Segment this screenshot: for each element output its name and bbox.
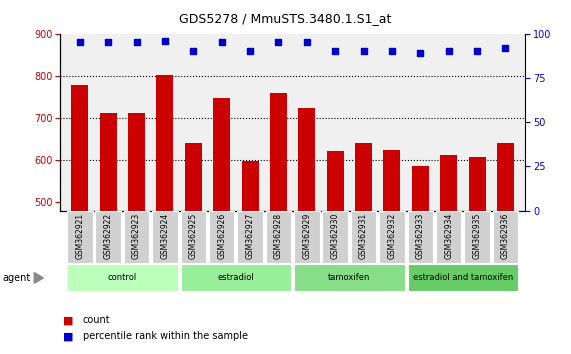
Text: GSM362928: GSM362928 bbox=[274, 213, 283, 259]
Point bbox=[302, 40, 311, 45]
Polygon shape bbox=[34, 273, 43, 283]
Text: GSM362926: GSM362926 bbox=[217, 213, 226, 259]
Bar bbox=[242, 161, 259, 211]
Bar bbox=[156, 74, 174, 211]
FancyBboxPatch shape bbox=[266, 211, 291, 263]
Bar bbox=[412, 166, 429, 211]
Text: GDS5278 / MmuSTS.3480.1.S1_at: GDS5278 / MmuSTS.3480.1.S1_at bbox=[179, 12, 392, 25]
Text: GSM362936: GSM362936 bbox=[501, 213, 510, 259]
Text: agent: agent bbox=[3, 273, 31, 283]
FancyBboxPatch shape bbox=[351, 211, 376, 263]
Bar bbox=[384, 150, 400, 211]
Text: tamoxifen: tamoxifen bbox=[328, 273, 371, 282]
Text: GSM362929: GSM362929 bbox=[302, 213, 311, 259]
Bar bbox=[71, 85, 89, 211]
FancyBboxPatch shape bbox=[408, 211, 433, 263]
Text: GSM362931: GSM362931 bbox=[359, 213, 368, 259]
Bar bbox=[100, 113, 116, 211]
Bar bbox=[327, 151, 344, 211]
Point bbox=[132, 40, 141, 45]
Point bbox=[331, 48, 340, 54]
Bar bbox=[298, 108, 315, 211]
Text: GSM362925: GSM362925 bbox=[189, 213, 198, 259]
Text: estradiol and tamoxifen: estradiol and tamoxifen bbox=[413, 273, 513, 282]
Point bbox=[501, 45, 510, 51]
Text: count: count bbox=[83, 315, 110, 325]
Bar bbox=[128, 113, 145, 211]
FancyBboxPatch shape bbox=[294, 211, 320, 263]
Point bbox=[246, 48, 255, 54]
Text: GSM362927: GSM362927 bbox=[246, 213, 255, 259]
FancyBboxPatch shape bbox=[408, 264, 518, 291]
FancyBboxPatch shape bbox=[67, 211, 93, 263]
Bar bbox=[355, 143, 372, 211]
FancyBboxPatch shape bbox=[238, 211, 263, 263]
Point bbox=[387, 48, 396, 54]
Point bbox=[103, 40, 112, 45]
Point bbox=[75, 40, 85, 45]
Text: GSM362922: GSM362922 bbox=[104, 213, 112, 259]
FancyBboxPatch shape bbox=[294, 264, 405, 291]
Point bbox=[189, 48, 198, 54]
Point bbox=[473, 48, 482, 54]
Text: ■: ■ bbox=[63, 331, 73, 341]
Text: GSM362923: GSM362923 bbox=[132, 213, 141, 259]
Point bbox=[274, 40, 283, 45]
Point bbox=[217, 40, 226, 45]
FancyBboxPatch shape bbox=[152, 211, 178, 263]
Point bbox=[444, 48, 453, 54]
Text: GSM362924: GSM362924 bbox=[160, 213, 170, 259]
Bar bbox=[270, 93, 287, 211]
FancyBboxPatch shape bbox=[379, 211, 405, 263]
FancyBboxPatch shape bbox=[209, 211, 235, 263]
Point bbox=[359, 48, 368, 54]
Bar bbox=[213, 98, 230, 211]
FancyBboxPatch shape bbox=[124, 211, 150, 263]
Text: GSM362921: GSM362921 bbox=[75, 213, 85, 259]
FancyBboxPatch shape bbox=[180, 264, 291, 291]
FancyBboxPatch shape bbox=[95, 211, 121, 263]
Text: ■: ■ bbox=[63, 315, 73, 325]
FancyBboxPatch shape bbox=[323, 211, 348, 263]
Bar bbox=[497, 143, 514, 211]
Text: GSM362932: GSM362932 bbox=[388, 213, 396, 259]
Text: percentile rank within the sample: percentile rank within the sample bbox=[83, 331, 248, 341]
Text: estradiol: estradiol bbox=[218, 273, 254, 282]
Text: GSM362934: GSM362934 bbox=[444, 213, 453, 259]
FancyBboxPatch shape bbox=[464, 211, 490, 263]
Text: control: control bbox=[108, 273, 137, 282]
FancyBboxPatch shape bbox=[180, 211, 206, 263]
FancyBboxPatch shape bbox=[493, 211, 518, 263]
Point bbox=[160, 38, 170, 44]
FancyBboxPatch shape bbox=[436, 211, 461, 263]
Bar bbox=[469, 157, 485, 211]
Text: GSM362935: GSM362935 bbox=[473, 213, 481, 259]
Bar bbox=[440, 155, 457, 211]
Text: GSM362933: GSM362933 bbox=[416, 213, 425, 259]
Bar bbox=[185, 143, 202, 211]
Point bbox=[416, 50, 425, 56]
FancyBboxPatch shape bbox=[67, 264, 178, 291]
Text: GSM362930: GSM362930 bbox=[331, 213, 340, 259]
